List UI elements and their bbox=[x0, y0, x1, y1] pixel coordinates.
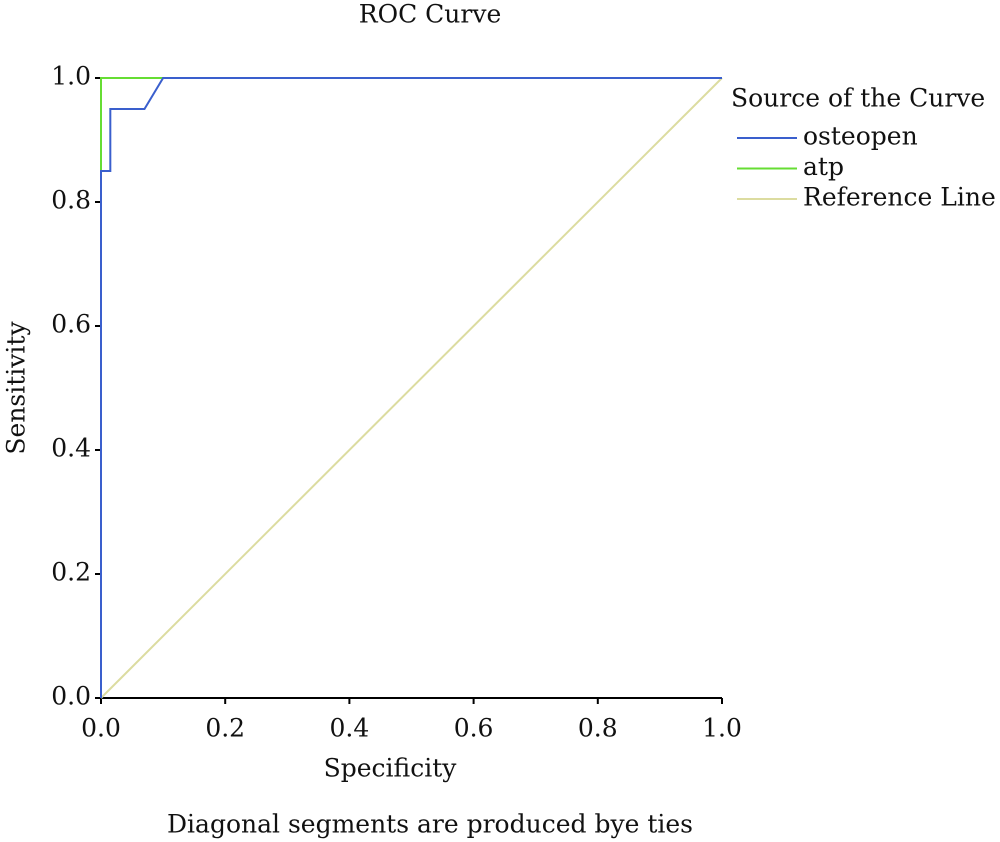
x-axis-label: Specificity bbox=[324, 754, 458, 783]
x-tick-label: 0.6 bbox=[454, 714, 494, 743]
y-tick-label: 0.4 bbox=[51, 434, 91, 463]
y-tick-label: 1.0 bbox=[51, 62, 91, 91]
y-tick-label: 0.2 bbox=[51, 558, 91, 587]
y-axis-label: Sensitivity bbox=[2, 321, 31, 455]
series-line bbox=[100, 77, 723, 699]
y-tick-label: 0.8 bbox=[51, 186, 91, 215]
x-tick-label: 1.0 bbox=[702, 714, 742, 743]
legend-label: osteopen bbox=[803, 122, 918, 151]
legend-label: Reference Line bbox=[803, 183, 996, 212]
footnote: Diagonal segments are produced bye ties bbox=[167, 810, 693, 839]
x-tick-label: 0.0 bbox=[81, 714, 121, 743]
legend-title: Source of the Curve bbox=[731, 84, 985, 113]
chart-title: ROC Curve bbox=[359, 0, 502, 29]
y-tick-label: 0.6 bbox=[51, 310, 91, 339]
series-line bbox=[100, 77, 722, 698]
y-tick-label: 0.0 bbox=[51, 682, 91, 711]
x-tick-label: 0.8 bbox=[578, 714, 618, 743]
x-tick-label: 0.2 bbox=[205, 714, 245, 743]
x-tick-label: 0.4 bbox=[330, 714, 370, 743]
legend-label: atp bbox=[803, 152, 844, 181]
